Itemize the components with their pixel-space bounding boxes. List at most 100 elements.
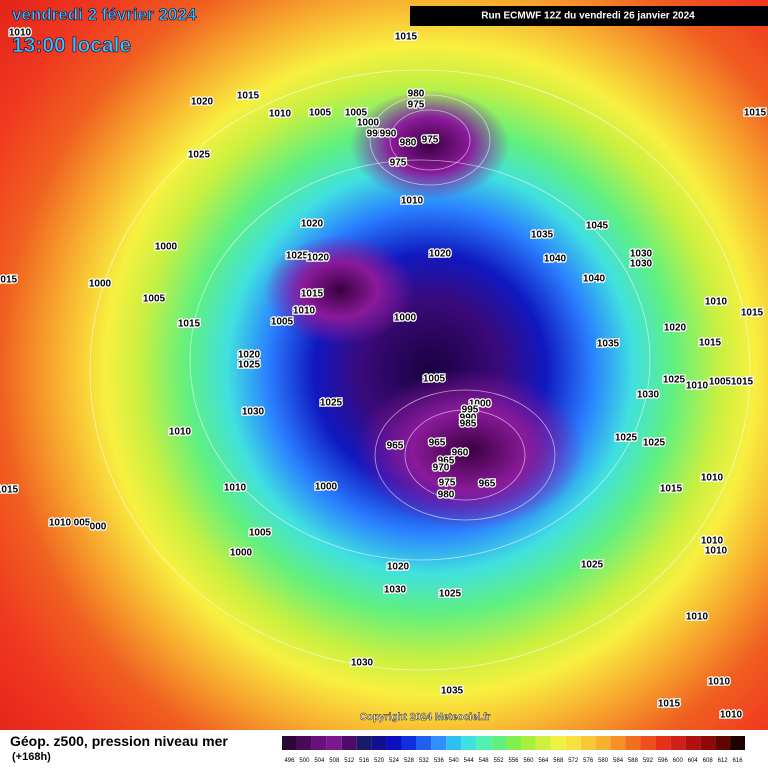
isobar-label: 975 xyxy=(439,478,456,489)
isobar-label: 975 xyxy=(408,100,425,111)
isobar-label: 1010 xyxy=(49,518,72,529)
isobar-label: 1010 xyxy=(293,306,316,317)
isobar-label: 1000 xyxy=(89,279,112,290)
colorbar-label: 500 xyxy=(299,758,310,764)
isobar-label: 1010 xyxy=(705,297,728,308)
isobar-label: 1020 xyxy=(307,253,330,264)
colorbar-label: 548 xyxy=(479,758,490,764)
copyright: Copyright 2024 Meteociel.fr xyxy=(360,712,491,723)
colorbar-swatch xyxy=(476,736,492,750)
colorbar-swatch xyxy=(640,736,656,750)
isobar-label: 1025 xyxy=(286,251,309,262)
isobar-label: 1000 xyxy=(155,242,178,253)
colorbar-swatch xyxy=(401,736,417,750)
isobar-label: 1015 xyxy=(744,108,767,119)
colorbar-label: 592 xyxy=(643,758,654,764)
colorbar-swatch xyxy=(506,736,521,750)
isobar-label: 1015 xyxy=(0,485,19,496)
colorbar-swatch xyxy=(491,736,507,750)
lead-time: (+168h) xyxy=(12,751,51,763)
colorbar-label: 540 xyxy=(449,758,460,764)
isobar-label: 1030 xyxy=(630,259,653,270)
colorbar-label: 512 xyxy=(344,758,355,764)
isobar-label: 970 xyxy=(433,463,450,474)
isobar-label: 1015 xyxy=(0,275,18,286)
colorbar-label: 524 xyxy=(389,758,400,764)
colorbar-label: 616 xyxy=(733,758,744,764)
colorbar-swatch xyxy=(565,736,581,750)
isobar-label: 000 xyxy=(90,522,107,533)
isobar-label: 975 xyxy=(422,135,439,146)
isobar-label: 965 xyxy=(387,441,404,452)
isobar-label: 1015 xyxy=(699,338,722,349)
colorbar-swatch xyxy=(595,736,611,750)
colorbar-swatch xyxy=(356,736,372,750)
colorbar-label: 544 xyxy=(464,758,475,764)
colorbar-swatch xyxy=(535,736,551,750)
colorbar-label: 584 xyxy=(613,758,624,764)
colorbar-swatch xyxy=(655,736,671,750)
colorbar-swatch xyxy=(326,736,342,750)
isobar-label: 1030 xyxy=(630,249,653,260)
isobar-label: 965 xyxy=(479,479,496,490)
colorbar-label: 532 xyxy=(419,758,430,764)
isobar-label: 1020 xyxy=(664,323,687,334)
isobar-label: 985 xyxy=(460,419,477,430)
isobar-label: 1015 xyxy=(178,319,201,330)
colorbar-label: 552 xyxy=(494,758,505,764)
low-pressure-area xyxy=(350,90,510,200)
isobar-label: 1005 xyxy=(271,317,294,328)
colorbar-label: 596 xyxy=(658,758,669,764)
isobar-label: 1005 xyxy=(423,374,446,385)
colorbar-swatch xyxy=(685,736,701,750)
isobar-label: 1020 xyxy=(387,562,410,573)
colorbar-label: 608 xyxy=(703,758,714,764)
product-title: Géop. z500, pression niveau mer xyxy=(10,733,228,749)
isobar-label: 995 xyxy=(462,405,479,416)
colorbar-label: 604 xyxy=(688,758,699,764)
colorbar-swatch xyxy=(341,736,357,750)
colorbar-swatch xyxy=(296,736,312,750)
colorbar-swatch xyxy=(461,736,477,750)
isobar-label: 1000 xyxy=(230,548,253,559)
isobar-label: 1025 xyxy=(320,398,343,409)
colorbar-label: 576 xyxy=(583,758,594,764)
isobar-label: 1040 xyxy=(544,254,567,265)
colorbar-swatch xyxy=(446,736,462,750)
isobar-label: 1015 xyxy=(237,91,260,102)
isobar-label: 1025 xyxy=(663,375,686,386)
isobar-label: 1015 xyxy=(660,484,683,495)
colorbar-label: 536 xyxy=(434,758,445,764)
colorbar-label: 580 xyxy=(598,758,609,764)
isobar-label: 990 xyxy=(380,129,397,140)
isobar-label: 965 xyxy=(429,438,446,449)
isobar-label: 995 xyxy=(367,129,384,140)
isobar-label: 1045 xyxy=(586,221,609,232)
isobar-label: 1010 xyxy=(720,710,743,721)
isobar-label: 975 xyxy=(390,158,407,169)
colorbar-swatch xyxy=(311,736,327,750)
isobar-label: 1000 xyxy=(357,118,380,129)
colorbar-swatch xyxy=(580,736,596,750)
isobar-label: 1015 xyxy=(658,699,681,710)
isobar-label: 1015 xyxy=(301,289,324,300)
low-pressure-area xyxy=(265,235,415,345)
colorbar-swatch xyxy=(730,736,745,750)
colorbar-label: 508 xyxy=(329,758,340,764)
isobar-label: 1015 xyxy=(395,32,418,43)
colorbar-label: 504 xyxy=(314,758,325,764)
isobar-label: 1010 xyxy=(169,427,192,438)
isobar-label: 1030 xyxy=(637,390,660,401)
isobar-label: 1010 xyxy=(686,612,709,623)
isobar-label: 1025 xyxy=(188,150,211,161)
isobar-label: 1010 xyxy=(269,109,292,120)
colorbar-label: 528 xyxy=(404,758,415,764)
colorbar-swatch xyxy=(386,736,402,750)
isobar-label: 1015 xyxy=(731,377,754,388)
isobar-label: 1005 xyxy=(143,294,166,305)
isobar-label: 1040 xyxy=(583,274,606,285)
colorbar-label: 588 xyxy=(628,758,639,764)
isobar-label: 1005 xyxy=(309,108,332,119)
colorbar-swatch xyxy=(371,736,387,750)
